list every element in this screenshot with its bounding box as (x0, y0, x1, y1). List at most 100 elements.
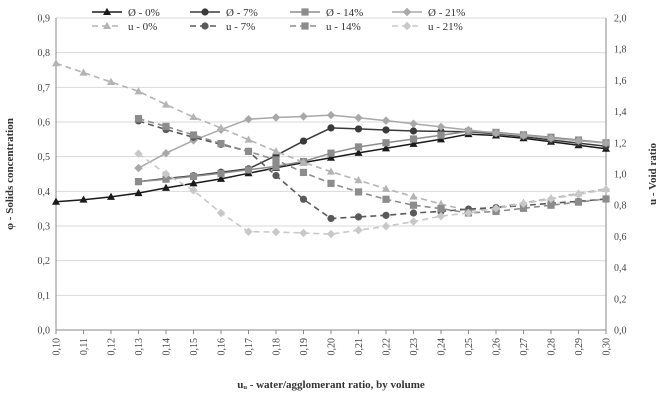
data-point-p21 (354, 113, 363, 123)
data-point-p21 (381, 116, 391, 125)
legend-item-p0: Ø - 0% (92, 7, 160, 19)
legend-label-u21: u - 21% (428, 21, 463, 33)
legend-item-u21: u - 21% (392, 21, 463, 33)
data-point-p21 (326, 110, 336, 120)
y-right-tick-label: 0,8 (614, 201, 627, 212)
data-point-u0 (299, 158, 308, 166)
x-tick-label: 0,14 (162, 338, 173, 356)
x-tick-label: 0,17 (244, 338, 255, 356)
data-point-p7 (382, 126, 390, 134)
legend-marker-p14 (301, 8, 309, 16)
data-point-u21 (574, 190, 583, 199)
data-point-u7 (272, 171, 280, 180)
data-point-u14 (354, 188, 363, 196)
series-line-u14 (138, 117, 607, 214)
y-right-tick-label: 1,4 (614, 107, 627, 118)
y-left-tick-label: 0,6 (38, 118, 51, 129)
data-point-u21 (601, 185, 611, 194)
legend-item-u0: u - 0% (92, 21, 157, 33)
data-point-u14 (217, 139, 225, 148)
legend-item-u14: u - 14% (290, 21, 361, 33)
data-point-p14 (162, 175, 170, 183)
data-point-p7 (409, 127, 418, 135)
data-point-u7 (327, 214, 335, 223)
y-left-tick-label: 0,3 (38, 222, 51, 233)
x-tick-label: 0,27 (519, 338, 530, 356)
axis-titles: φ - Solids concentration u - Void ratio … (4, 118, 659, 391)
data-point-u21 (354, 225, 363, 235)
data-point-p21 (436, 122, 446, 132)
x-tick-label: 0,11 (79, 338, 90, 355)
x-tick-label: 0,30 (602, 338, 613, 356)
data-point-u14 (189, 131, 198, 139)
data-point-u21 (134, 149, 143, 158)
data-point-p21 (574, 136, 583, 145)
legend-marker-u7 (201, 22, 209, 30)
legend-item-p21: Ø - 21% (392, 7, 465, 19)
data-point-p14 (327, 149, 335, 157)
data-point-u0 (354, 176, 363, 184)
y-left-tick-label: 0,5 (38, 152, 51, 163)
y-left-tick-label: 0,7 (38, 83, 51, 94)
legend-item-u7: u - 7% (190, 21, 255, 33)
legend-marker-p0 (103, 7, 111, 15)
x-tick-label: 0,10 (52, 338, 63, 356)
data-point-u21 (464, 208, 473, 218)
data-point-p0 (217, 174, 225, 182)
data-point-u14 (519, 204, 528, 212)
series-p7 (134, 124, 610, 186)
y-left-tick-label: 0,2 (38, 256, 51, 267)
x-tick-label: 0,18 (272, 338, 283, 356)
data-point-u7 (299, 195, 308, 203)
y-axis-left-title: φ - Solids concentration (4, 118, 16, 230)
data-point-u0 (79, 68, 88, 76)
data-point-p7 (299, 137, 308, 145)
x-tick-label: 0,16 (217, 338, 228, 356)
data-point-p14 (409, 135, 418, 143)
data-point-u7 (354, 213, 363, 221)
data-point-u14 (272, 156, 280, 164)
y-right-tick-label: 0,0 (614, 326, 627, 337)
legend-label-u7: u - 7% (226, 21, 255, 33)
x-tick-label: 0,25 (464, 338, 475, 356)
data-point-p0 (409, 139, 418, 147)
y-axis-right-title: u - Void ratio (647, 142, 659, 205)
data-point-u21 (519, 199, 528, 208)
legend-marker-u21 (402, 21, 412, 31)
legend-label-p7: Ø - 7% (226, 7, 258, 19)
legend-marker-p7 (201, 8, 209, 16)
data-point-u21 (381, 222, 391, 231)
data-point-u21 (491, 204, 501, 213)
data-point-u7 (382, 211, 390, 219)
x-tick-label: 0,12 (107, 338, 118, 356)
x-tick-label: 0,21 (354, 338, 365, 356)
data-point-p21 (491, 128, 501, 138)
series-layer (52, 59, 611, 239)
legend-label-p0: Ø - 0% (128, 7, 160, 19)
y-right-tick-label: 0,6 (614, 232, 627, 243)
data-point-p14 (272, 162, 280, 170)
data-point-u14 (134, 115, 143, 123)
data-point-p21 (601, 138, 611, 148)
x-tick-label: 0,24 (437, 338, 448, 356)
legend: Ø - 0% Ø - 7% Ø - 14% Ø - 21% u - 0% u - 7% u … (92, 7, 465, 33)
y-right-tick-label: 1,6 (614, 76, 627, 87)
data-point-p14 (354, 143, 363, 151)
legend-label-p21: Ø - 21% (428, 7, 465, 19)
y-left-tick-label: 0,4 (38, 187, 51, 198)
data-point-p0 (189, 179, 198, 187)
data-point-p0 (107, 192, 115, 200)
data-point-u21 (546, 194, 556, 204)
data-point-p0 (382, 144, 390, 152)
data-point-p14 (134, 178, 143, 186)
data-point-u14 (409, 201, 418, 209)
data-point-u21 (271, 227, 281, 237)
data-point-u14 (244, 147, 253, 155)
legend-item-p14: Ø - 14% (290, 7, 363, 19)
data-point-p21 (299, 112, 308, 121)
series-u14 (134, 115, 610, 217)
data-point-u0 (244, 135, 253, 143)
legend-item-p7: Ø - 7% (190, 7, 258, 19)
x-tick-label: 0,13 (134, 338, 145, 356)
